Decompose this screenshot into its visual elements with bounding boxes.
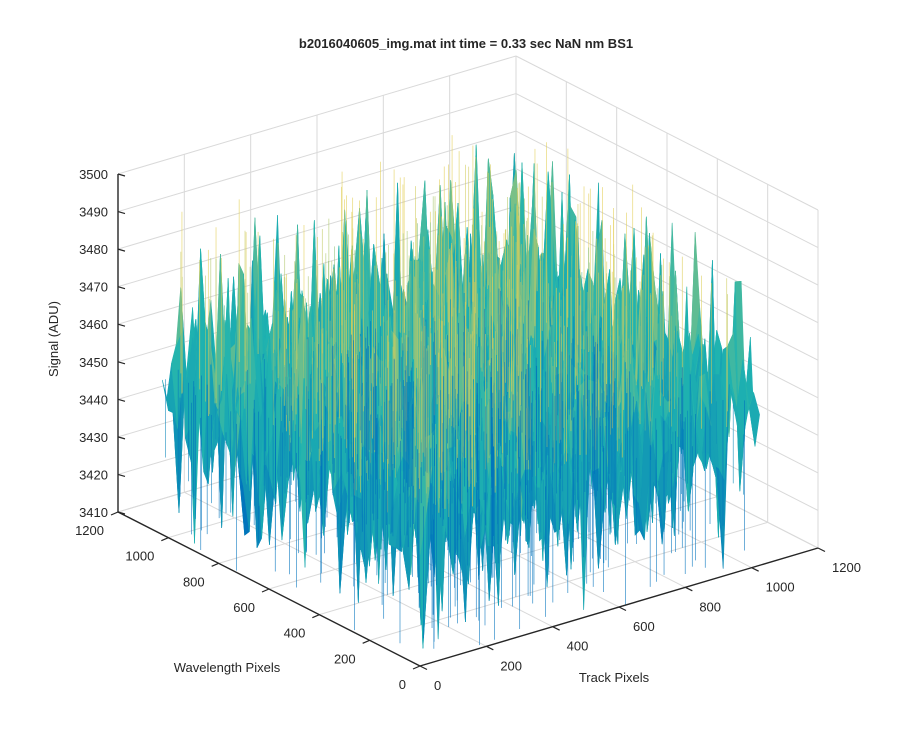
z-tick-label: 3420 bbox=[79, 467, 108, 482]
x-tick-label: 0 bbox=[434, 678, 441, 693]
back-wall-grid-line bbox=[117, 55, 517, 175]
z-tick-label: 3470 bbox=[79, 280, 108, 295]
side-wall-grid-line bbox=[515, 130, 819, 286]
y-tick-label: 200 bbox=[334, 651, 356, 666]
z-tick-mark bbox=[117, 398, 126, 402]
z-tick-label: 3500 bbox=[79, 167, 108, 182]
z-tick-mark bbox=[117, 248, 126, 252]
y-axis-label: Wavelength Pixels bbox=[174, 660, 281, 675]
chart-title: b2016040605_img.mat int time = 0.33 sec … bbox=[299, 36, 633, 51]
tick-label-layer: 0 200 400 600 800 1000 1200 0 200 400 600 800 1000 12… bbox=[75, 167, 861, 693]
y-tick-label: 400 bbox=[284, 626, 306, 641]
x-tick-mark bbox=[751, 567, 759, 572]
y-tick-mark bbox=[312, 614, 320, 619]
side-wall-grid-line bbox=[515, 93, 819, 249]
z-tick-mark bbox=[117, 473, 126, 478]
z-tick-mark bbox=[117, 210, 126, 215]
x-tick-label: 600 bbox=[633, 619, 655, 634]
x-axis-label: Track Pixels bbox=[579, 670, 650, 685]
side-wall-grid-line bbox=[515, 55, 819, 211]
z-tick-label: 3460 bbox=[79, 317, 108, 332]
x-tick-mark bbox=[618, 606, 627, 612]
x-tick-label: 400 bbox=[567, 639, 589, 654]
x-tick-label: 200 bbox=[500, 658, 522, 673]
z-tick-mark bbox=[117, 323, 126, 327]
back-wall-grid-line bbox=[117, 130, 517, 250]
back-wall-grid-line bbox=[117, 168, 517, 288]
y-tick-label: 600 bbox=[233, 600, 255, 615]
z-tick-mark bbox=[117, 286, 126, 290]
side-wall-grid-line bbox=[515, 168, 819, 324]
x-tick-mark bbox=[552, 626, 560, 631]
y-tick-mark bbox=[261, 588, 270, 593]
x-tick-label: 800 bbox=[699, 599, 721, 614]
x-tick-mark bbox=[486, 645, 494, 651]
z-tick-mark bbox=[117, 511, 126, 515]
surface-plot bbox=[162, 135, 760, 649]
y-tick-mark bbox=[110, 511, 119, 516]
side-wall-grid-line bbox=[515, 205, 819, 361]
z-tick-mark bbox=[117, 173, 126, 177]
y-tick-mark bbox=[412, 665, 421, 670]
x-tick-label: 1200 bbox=[832, 560, 861, 575]
x-tick-mark bbox=[685, 586, 693, 592]
y-tick-label: 1000 bbox=[125, 549, 154, 564]
y-tick-mark bbox=[211, 562, 219, 567]
z-tick-label: 3480 bbox=[79, 242, 108, 257]
z-tick-label: 3490 bbox=[79, 205, 108, 220]
floor-grid-line bbox=[319, 496, 718, 616]
z-tick-mark bbox=[117, 361, 126, 365]
z-axis-label: Signal (ADU) bbox=[46, 301, 61, 377]
y-tick-label: 0 bbox=[399, 677, 406, 692]
z-tick-label: 3410 bbox=[79, 505, 108, 520]
x-tick-mark bbox=[419, 665, 428, 671]
z-tick-label: 3430 bbox=[79, 430, 108, 445]
y-tick-mark bbox=[161, 537, 169, 542]
back-wall-grid-line bbox=[117, 93, 517, 213]
x-tick-label: 1000 bbox=[766, 580, 795, 595]
z-tick-label: 3450 bbox=[79, 355, 108, 370]
y-tick-label: 800 bbox=[183, 574, 205, 589]
z-tick-mark bbox=[117, 436, 126, 440]
x-tick-mark bbox=[817, 547, 826, 553]
y-tick-mark bbox=[362, 639, 370, 644]
floor-grid-line bbox=[369, 521, 768, 641]
z-tick-label: 3440 bbox=[79, 392, 108, 407]
y-tick-label: 1200 bbox=[75, 523, 104, 538]
